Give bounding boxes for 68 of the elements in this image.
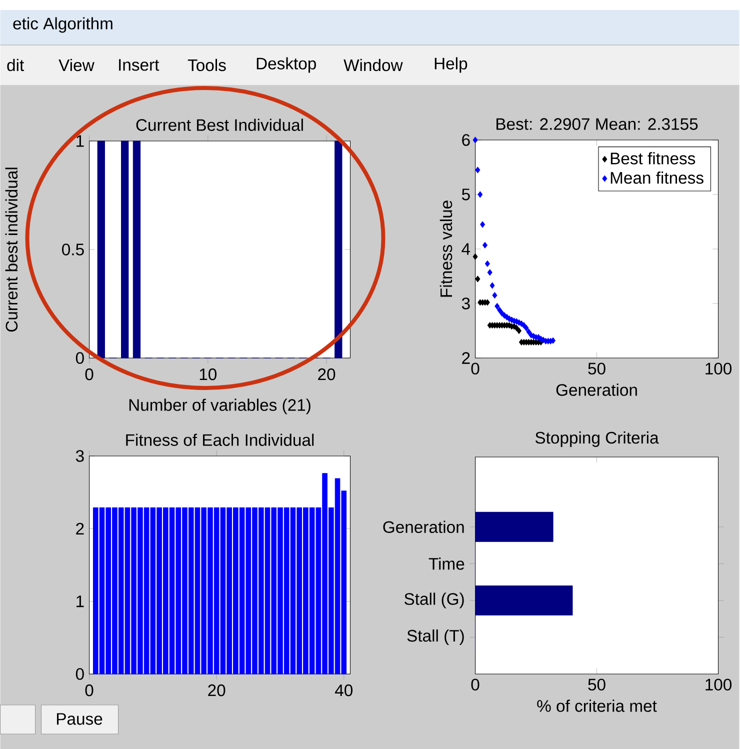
y-tick-label: 0 [76, 352, 84, 364]
x-tick-label: 100 [706, 362, 732, 375]
bar [475, 512, 554, 542]
text: View [58, 58, 95, 72]
text: dit [7, 58, 24, 72]
chart-title: Best: 2.2907 Mean: 2.3155 [496, 118, 698, 130]
y-tick-label: Stall (G) [404, 592, 464, 608]
y-tick-label: 0 [76, 668, 84, 680]
y-tick-label: 3 [76, 450, 84, 462]
chart-title: Fitness of Each Individual [126, 434, 314, 446]
point [526, 328, 532, 336]
point [516, 328, 522, 334]
x-tick-label: 20 [208, 684, 226, 696]
x-tick-label: 50 [588, 678, 606, 691]
point [490, 282, 495, 289]
point [488, 269, 493, 276]
x-tick-label: 100 [706, 678, 732, 691]
text: etic Algorithm [13, 17, 113, 33]
x-tick-label: 0 [86, 368, 94, 380]
y-tick-label: Generation [383, 520, 464, 534]
point [497, 306, 502, 314]
text: Help [435, 57, 468, 73]
x-axis-title: Number of variables (21) [130, 398, 311, 414]
y-tick-label: 2 [76, 522, 84, 534]
legend-label: Mean fitness [611, 172, 704, 184]
legend-label: Best fitness [611, 152, 696, 164]
y-tick-label: 1 [76, 135, 84, 147]
x-tick-label: 40 [335, 684, 353, 696]
y-axis-title: Fitness value [440, 200, 452, 297]
y-tick-label: 3 [462, 298, 470, 310]
x-tick-label: 0 [472, 678, 480, 691]
point [492, 292, 498, 299]
y-tick-label: Stall (T) [408, 629, 464, 645]
x-tick-label: 0 [86, 684, 94, 696]
point [494, 303, 500, 310]
x-tick-label: 20 [318, 368, 336, 380]
text: Window [344, 58, 404, 72]
point [473, 253, 478, 260]
text: Desktop [257, 57, 316, 73]
y-tick-label: 4 [462, 243, 470, 255]
x-tick-label: 50 [588, 362, 606, 375]
point [524, 324, 529, 332]
y-axis-title: Current best individual [6, 168, 18, 332]
y-tick-label: 6 [462, 134, 470, 146]
point [550, 337, 556, 344]
y-tick-label: 2 [462, 352, 470, 364]
y-tick-label: Time [429, 558, 464, 570]
text: Pause [57, 713, 102, 725]
y-tick-label: 5 [462, 188, 470, 200]
chart-title: Current Best Individual [136, 118, 304, 131]
point [475, 166, 480, 174]
point [480, 221, 486, 228]
point [473, 136, 478, 144]
point [485, 260, 490, 267]
point [478, 191, 483, 198]
y-tick-label: 1 [76, 596, 84, 608]
x-tick-label: 0 [472, 362, 480, 375]
point [482, 242, 488, 248]
x-axis-title: Generation [556, 384, 638, 396]
point [485, 299, 490, 306]
x-tick-label: 10 [200, 368, 217, 380]
text: Insert [119, 59, 160, 71]
chart-title: Stopping Criteria [536, 431, 660, 447]
text: Tools [188, 58, 226, 72]
point [475, 276, 480, 282]
bar [475, 585, 573, 616]
y-tick-label: 0.5 [62, 244, 84, 256]
x-axis-title: % of criteria met [537, 700, 658, 712]
